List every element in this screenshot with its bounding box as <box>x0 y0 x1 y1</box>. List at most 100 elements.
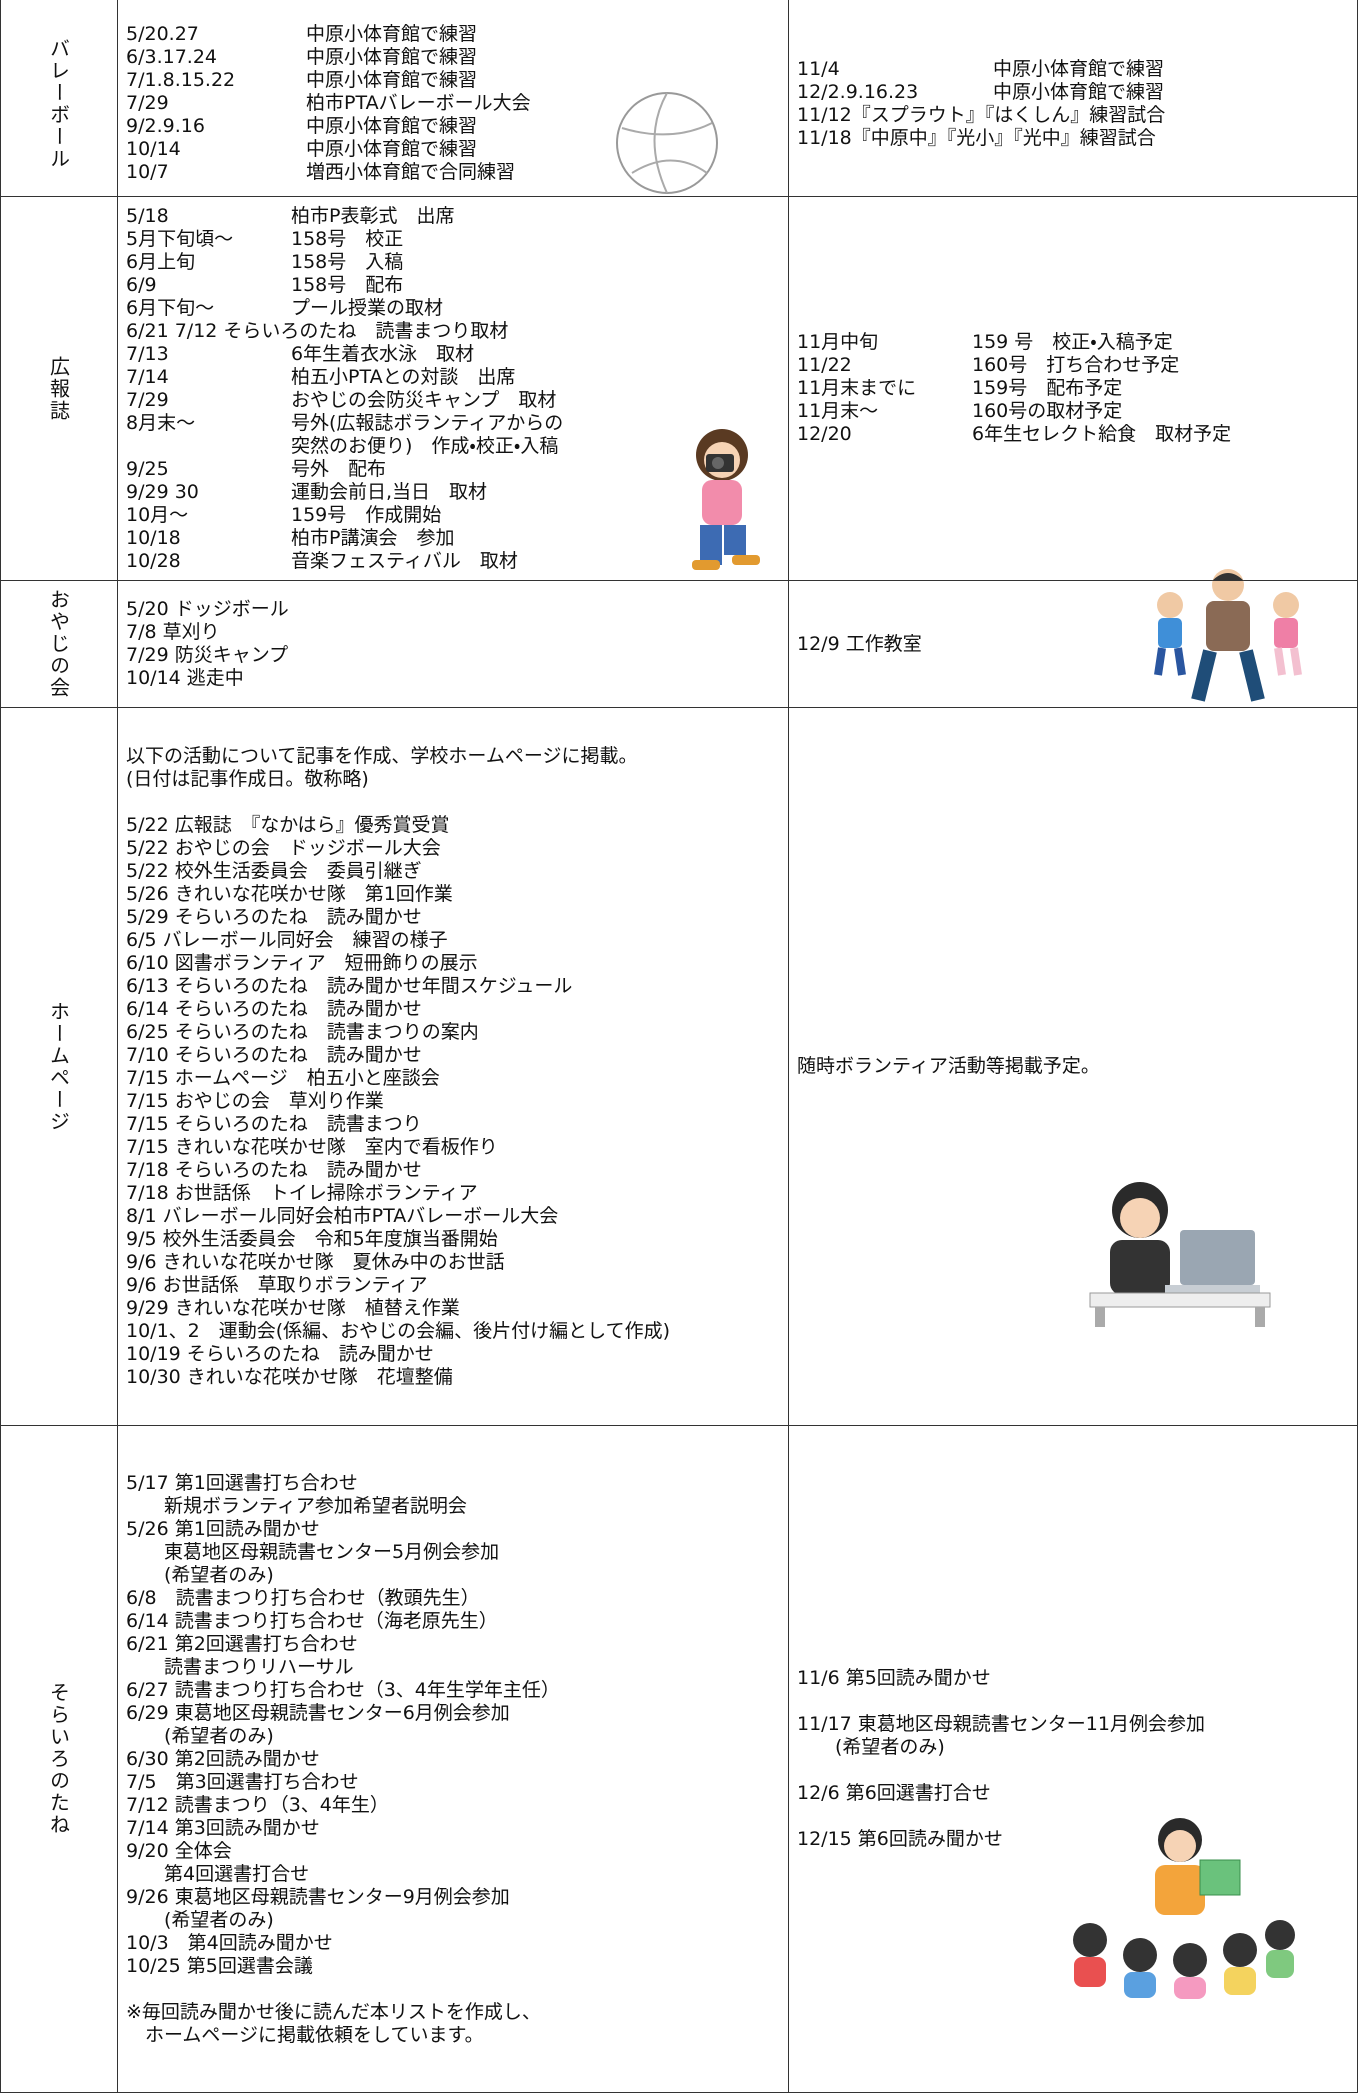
text-line: 6/29 東葛地区母親読書センター6月例会参加 <box>126 1701 510 1724</box>
line-date: 7/29 <box>126 388 169 411</box>
line-date: 11/22 <box>797 354 852 376</box>
cell-body: 11/6 第5回読み聞かせ 11/17 東葛地区母親読書センター11月例会参加 (… <box>789 1667 1213 1851</box>
line-date: 9/25 <box>126 457 169 480</box>
line-text: プール授業の取材 <box>291 296 444 319</box>
text-line: 随時ボランティア活動等掲載予定。 <box>797 1055 1100 1077</box>
line-text: 増西小体育館で合同練習 <box>306 161 516 183</box>
text-line: 6/10 図書ボランティア 短冊飾りの展示 <box>126 951 478 974</box>
text-block: 以下の活動について記事を作成、学校ホームページに掲載。 (日付は記事作成日。敬称略… <box>126 745 670 791</box>
text-line: 以下の活動について記事を作成、学校ホームページに掲載。 <box>126 744 638 767</box>
text-line: 5/20 ドッジボール <box>126 598 289 620</box>
cell-body: 5/17 第1回選書打ち合わせ 新規ボランティア参加希望者説明会 5/26 第1回… <box>118 1472 568 2047</box>
line-date: 10/14 <box>126 138 181 160</box>
text-line: 10/25 第5回選書会議 <box>126 1954 313 1977</box>
top-strip <box>789 0 1358 11</box>
text-line: 5/26 第1回読み聞かせ <box>126 1517 320 1540</box>
text-line: 6/21 第2回選書打ち合わせ <box>126 1632 358 1655</box>
row-label: 広報誌 <box>46 355 71 422</box>
past-cell: 以下の活動について記事を作成、学校ホームページに掲載。 (日付は記事作成日。敬称略… <box>118 708 789 1426</box>
text-line: 6/25 そらいろのたね 読書まつりの案内 <box>126 1020 479 1043</box>
text-line: 5/22 広報誌 『なかはら』優秀賞受賞 <box>126 813 450 836</box>
cell-body: 5/20 ドッジボール 7/8 草刈り 7/29 防災キャンプ 10/14 逃走中 <box>118 598 297 690</box>
row-label-cell: そらいろのたね <box>1 1426 118 2093</box>
text-line: 7/5 第3回選書打ち合わせ <box>126 1770 359 1793</box>
text-line: 10/28 音楽フェスティバル 取材 <box>126 550 563 573</box>
text-line: 10/14 逃走中 <box>126 667 244 689</box>
line-text: 中原小体育館で練習 <box>993 57 1165 80</box>
line-text: 159号 配布予定 <box>972 377 1123 399</box>
text-block: 12/9 工作教室 <box>797 633 922 656</box>
text-line: 6/13 そらいろのたね 読み聞かせ年間スケジュール <box>126 974 573 997</box>
line-date: 9/2.9.16 <box>126 115 205 137</box>
text-line: 第4回選書打合せ <box>126 1862 310 1885</box>
line-date: 5/20.27 <box>126 23 199 45</box>
future-cell: 12/9 工作教室 <box>789 581 1358 708</box>
text-block: 5/20 ドッジボール 7/8 草刈り 7/29 防災キャンプ 10/14 逃走中 <box>126 598 289 690</box>
text-line: 10月〜 159号 作成開始 <box>126 504 563 527</box>
text-line: 9/29 きれいな花咲かせ隊 植替え作業 <box>126 1296 460 1319</box>
line-date: 11/4 <box>797 57 840 80</box>
line-text: 160号 打ち合わせ予定 <box>972 354 1180 376</box>
text-line: 11/17 東葛地区母親読書センター11月例会参加 <box>797 1713 1205 1735</box>
future-cell: 11/4 中原小体育館で練習 12/2.9.16.23 中原小体育館で練習 11/12『… <box>789 11 1358 197</box>
cell-body: 5/20.27 中原小体育館で練習 6/3.17.24 中原小体育館で練習 7/1.8.… <box>118 23 539 184</box>
cell-body: 11月中旬 159 号 校正・入稿予定 11/22 160号 打ち合わせ予定 11月末ま… <box>789 331 1239 446</box>
text-line: 9/26 東葛地区母親読書センター9月例会参加 <box>126 1885 510 1908</box>
text-line: 6/5 バレーボール同好会 練習の様子 <box>126 928 448 951</box>
line-date: 11月中旬 <box>797 331 879 353</box>
line-text: 158号 入稿 <box>291 250 404 273</box>
text-line: 6/8 読書まつり打ち合わせ（教頭先生） <box>126 1586 480 1609</box>
row-label-cell: おやじの会 <box>1 581 118 708</box>
text-line: 6/9 158号 配布 <box>126 274 563 297</box>
text-line: 10/19 そらいろのたね 読み聞かせ <box>126 1342 434 1365</box>
line-date: 11月末までに <box>797 377 917 399</box>
text-line: ※毎回読み聞かせ後に読んだ本リストを作成し、 <box>126 2000 541 2023</box>
text-line: 10/18 柏市P講演会 参加 <box>126 527 563 550</box>
line-date: 9/29 30 <box>126 480 199 503</box>
line-date: 10月〜 <box>126 503 189 526</box>
text-line: ホームページに掲載依頼をしています。 <box>126 2023 484 2046</box>
line-text: 突然のお便り) 作成・校正・入稿 <box>291 434 559 457</box>
text-line: 11月中旬 159 号 校正・入稿予定 <box>797 331 1231 354</box>
row-label-cell: ホームページ <box>1 708 118 1426</box>
row-label: ホームページ <box>46 1000 71 1133</box>
text-line: 12/2.9.16.23 中原小体育館で練習 <box>797 81 1165 104</box>
text-line: 6/14 そらいろのたね 読み聞かせ <box>126 997 422 1020</box>
line-text: 中原小体育館で練習 <box>306 115 478 137</box>
text-line: 7/29 おやじの会防災キャンプ 取材 <box>126 389 563 412</box>
text-line: 11/12『スプラウト』『はくしん』練習試合 <box>797 103 1166 126</box>
line-date: 10/18 <box>126 526 181 549</box>
line-text: 号外 配布 <box>291 457 387 480</box>
text-line: (日付は記事作成日。敬称略) <box>126 767 369 790</box>
text-line: 7/14 第3回読み聞かせ <box>126 1816 320 1839</box>
line-date: 5月下旬頃〜 <box>126 227 234 250</box>
text-block: 5/18 柏市P表彰式 出席 5月下旬頃〜 158号 校正 6月上旬 158号 入稿 6/9… <box>126 205 563 573</box>
line-text: 159 号 校正・入稿予定 <box>972 331 1173 353</box>
text-line: 7/10 そらいろのたね 読み聞かせ <box>126 1043 422 1066</box>
text-line: 10/30 きれいな花咲かせ隊 花壇整備 <box>126 1365 453 1388</box>
line-date: 6/9 <box>126 273 157 296</box>
photographer-illustration <box>692 429 760 570</box>
text-line: 7/18 お世話係 トイレ掃除ボランティア <box>126 1181 478 1204</box>
line-text: 160号の取材予定 <box>972 400 1123 422</box>
text-line: 5/29 そらいろのたね 読み聞かせ <box>126 905 422 928</box>
text-line: 9/20 全体会 <box>126 1839 232 1862</box>
line-date: 11月末〜 <box>797 400 879 422</box>
text-line: 7/18 そらいろのたね 読み聞かせ <box>126 1158 422 1181</box>
text-line: 9/29 30 運動会前日,当日 取材 <box>126 481 563 504</box>
line-text: 柏市PTAバレーボール大会 <box>306 92 531 114</box>
text-line: 5月下旬頃〜 158号 校正 <box>126 228 563 251</box>
line-text: 中原小体育館で練習 <box>306 69 478 91</box>
text-line: 9/6 お世話係 草取りボランティア <box>126 1273 428 1296</box>
line-text: おやじの会防災キャンプ 取材 <box>291 388 557 411</box>
cell-body: 随時ボランティア活動等掲載予定。 <box>789 1055 1108 1078</box>
text-line: 7/1.8.15.22 中原小体育館で練習 <box>126 69 531 92</box>
text-line: 7/29 柏市PTAバレーボール大会 <box>126 92 531 115</box>
line-text: 159号 作成開始 <box>291 503 442 526</box>
text-block: 11/17 東葛地区母親読書センター11月例会参加 (希望者のみ) <box>797 1713 1205 1759</box>
text-line: 6/30 第2回読み聞かせ <box>126 1747 320 1770</box>
text-line: 7/29 防災キャンプ <box>126 644 289 666</box>
line-text: 中原小体育館で練習 <box>306 46 478 68</box>
line-text: 6年生セレクト給食 取材予定 <box>972 423 1232 445</box>
cell-body: 11/4 中原小体育館で練習 12/2.9.16.23 中原小体育館で練習 11/12『… <box>789 58 1173 150</box>
